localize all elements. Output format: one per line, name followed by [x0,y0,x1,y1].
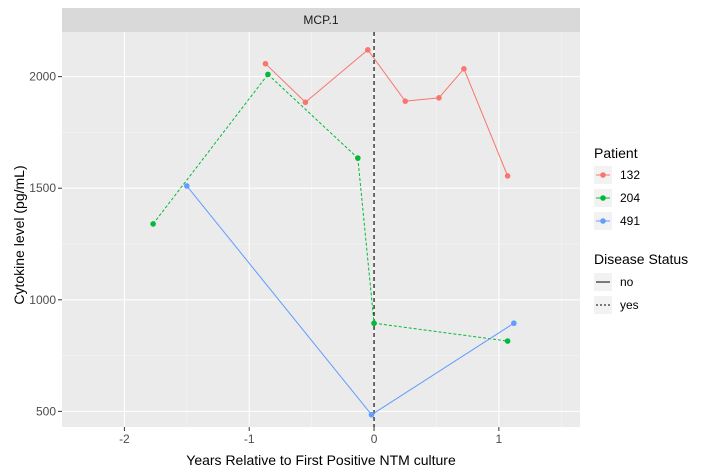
data-point [265,71,271,78]
legend-patient-keys: 132 204 491 [594,166,640,230]
series-segment [463,68,509,177]
x-tick-label: 1 [496,432,503,446]
legend-label-132: 132 [620,168,640,182]
series-segment [438,68,465,99]
plot-panel [62,32,580,427]
legend-label-491: 491 [620,214,640,228]
series-segment [405,97,440,102]
data-point [355,155,361,161]
series-segment [152,74,269,225]
data-point [184,183,190,189]
legend-status-title: Disease Status [594,251,688,267]
data-series [150,47,517,418]
series-491 [184,183,517,418]
facet-title: MCP.1 [303,13,338,27]
legend: Patient 132 204 491 Disease Status no yes [594,145,688,314]
series-segment [371,322,515,416]
facet-strip [62,8,580,32]
y-axis: 500 1000 1500 2000 [29,70,62,418]
data-point [302,99,309,106]
data-point [368,411,375,418]
data-point [262,60,269,67]
series-segment [367,49,406,102]
y-tick-label: 2000 [29,70,56,84]
series-segment [305,49,369,103]
data-point [461,66,467,72]
x-axis: -2 -1 0 1 [119,427,503,446]
legend-key-point [600,218,606,224]
legend-key-bg [594,296,612,314]
legend-label-yes: yes [620,298,639,312]
data-point [365,47,371,53]
series-segment [267,74,359,159]
series-204 [150,71,511,344]
series-segment [357,158,375,324]
x-axis-title: Years Relative to First Positive NTM cul… [186,452,456,468]
data-point [150,221,156,227]
data-point [436,95,442,101]
series-132 [262,47,511,179]
y-axis-title: Cytokine level (pg/mL) [11,165,27,304]
legend-key-point [600,172,606,178]
data-point [504,173,511,179]
data-point [402,98,409,104]
legend-patient-title: Patient [594,145,638,161]
series-segment [265,63,306,103]
legend-key-point [600,195,606,201]
x-tick-label: 0 [371,432,378,446]
series-segment [373,322,508,342]
y-tick-label: 1500 [29,181,56,195]
legend-status-keys: no yes [594,273,639,314]
x-tick-label: -1 [244,432,255,446]
y-tick-label: 500 [36,404,56,418]
data-point [511,320,517,327]
y-tick-label: 1000 [29,293,56,307]
legend-label-no: no [620,275,634,289]
data-point [371,320,377,327]
x-tick-label: -2 [119,432,130,446]
data-point [504,338,511,344]
legend-label-204: 204 [620,191,640,205]
series-segment [186,185,372,416]
